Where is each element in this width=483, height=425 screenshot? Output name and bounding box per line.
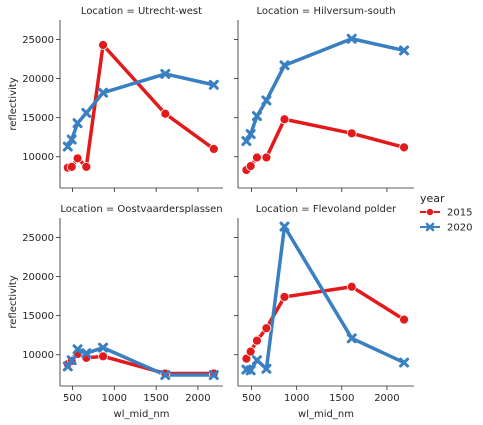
panel-title: Location = Hilversum-south [256, 6, 395, 17]
data-point-2020 [160, 370, 171, 381]
y-axis-label: reflectivity [8, 77, 19, 130]
data-point-2015 [261, 323, 272, 334]
x-tick-label: 1000 [102, 393, 127, 404]
data-point-2020 [346, 33, 357, 44]
x-tick-label: 1500 [143, 393, 168, 404]
data-point-2020 [245, 129, 256, 140]
x-axis-label: wl_mid_nm [298, 409, 354, 420]
panel-title: Location = Flevoland polder [256, 204, 397, 215]
data-point-2015 [81, 162, 92, 172]
data-point-2015 [261, 152, 272, 163]
data-point-2020 [279, 60, 290, 71]
data-point-2020 [251, 111, 262, 122]
data-point-2015 [252, 335, 262, 346]
data-point-2020 [72, 344, 83, 355]
y-tick-label: 15000 [22, 311, 54, 322]
y-tick-label: 25000 [22, 233, 54, 244]
legend-label: 2020 [447, 223, 472, 234]
legend: year 2015 2020 [420, 192, 472, 234]
data-point-2015 [98, 351, 108, 362]
data-point-2020 [399, 357, 410, 368]
y-tick-label: 10000 [22, 350, 54, 361]
data-point-2015 [98, 40, 108, 50]
y-tick-label: 20000 [22, 74, 54, 85]
data-point-2020 [261, 95, 272, 106]
x-tick-label: 2000 [185, 393, 210, 404]
data-point-2015 [279, 292, 290, 302]
data-point-2020 [208, 370, 219, 381]
legend-title: year [420, 192, 445, 205]
legend-marker [426, 208, 434, 216]
data-point-2020 [241, 136, 252, 147]
y-tick-label: 15000 [22, 113, 54, 124]
data-point-2015 [208, 144, 219, 154]
data-point-2015 [399, 314, 409, 325]
panels-layer: Location = Utrecht-west 10000 15000 20000 25… [8, 6, 414, 420]
series-line-2020 [246, 224, 405, 373]
data-point-2020 [98, 342, 109, 353]
data-point-2015 [346, 128, 357, 139]
data-point-2020 [66, 355, 77, 366]
data-point-2020 [81, 348, 92, 359]
series-line-2020 [244, 37, 405, 143]
legend-entry-2015: 2015 [420, 208, 472, 219]
data-point-2020 [160, 68, 171, 79]
data-point-2020 [81, 107, 92, 118]
data-point-2020 [261, 363, 272, 374]
x-tick-label: 1000 [284, 393, 309, 404]
y-axis-label: reflectivity [8, 275, 19, 328]
y-tick-label: 10000 [22, 152, 54, 163]
data-point-2020 [346, 333, 357, 344]
legend-entry-2020: 2020 [420, 223, 472, 234]
panel-title: Location = Oostvaardersplassen [60, 204, 222, 215]
panel-title: Location = Utrecht-west [81, 6, 202, 17]
legend-marker [425, 222, 435, 232]
x-tick-label: 500 [242, 393, 261, 404]
data-point-2015 [346, 281, 357, 292]
data-point-2020 [62, 361, 73, 372]
panel-1: Location = Utrecht-west 10000 15000 20000 25… [8, 6, 223, 192]
data-point-2020 [251, 355, 262, 366]
x-tick-label: 2000 [374, 393, 399, 404]
panel-3: Location = Oostvaardersplassen 10000 15000… [8, 204, 223, 420]
data-point-2015 [72, 153, 83, 164]
x-tick-label: 1500 [329, 393, 354, 404]
data-point-2015 [66, 162, 77, 172]
data-point-2015 [279, 114, 290, 125]
data-point-2015 [399, 142, 409, 153]
data-point-2015 [160, 108, 171, 119]
data-point-2015 [245, 161, 256, 172]
series-line-2015 [245, 117, 405, 172]
data-point-2015 [245, 346, 256, 357]
data-point-2020 [72, 118, 83, 129]
data-point-2020 [66, 134, 77, 145]
data-point-2020 [399, 45, 410, 56]
y-tick-label: 25000 [22, 35, 54, 46]
legend-label: 2015 [447, 208, 472, 219]
panel-4: Location = Flevoland polder 500 1000 1500 20… [234, 204, 414, 420]
data-point-2020 [208, 79, 219, 90]
data-point-2020 [62, 141, 73, 152]
panel-2: Location = Hilversum-south [234, 6, 414, 192]
data-point-2020 [279, 221, 290, 232]
x-tick-label: 500 [63, 393, 82, 404]
y-tick-label: 20000 [22, 272, 54, 283]
x-axis-label: wl_mid_nm [114, 409, 170, 420]
data-point-2020 [245, 365, 256, 376]
data-point-2015 [252, 152, 262, 163]
data-point-2015 [241, 353, 252, 364]
data-point-2020 [98, 87, 109, 98]
